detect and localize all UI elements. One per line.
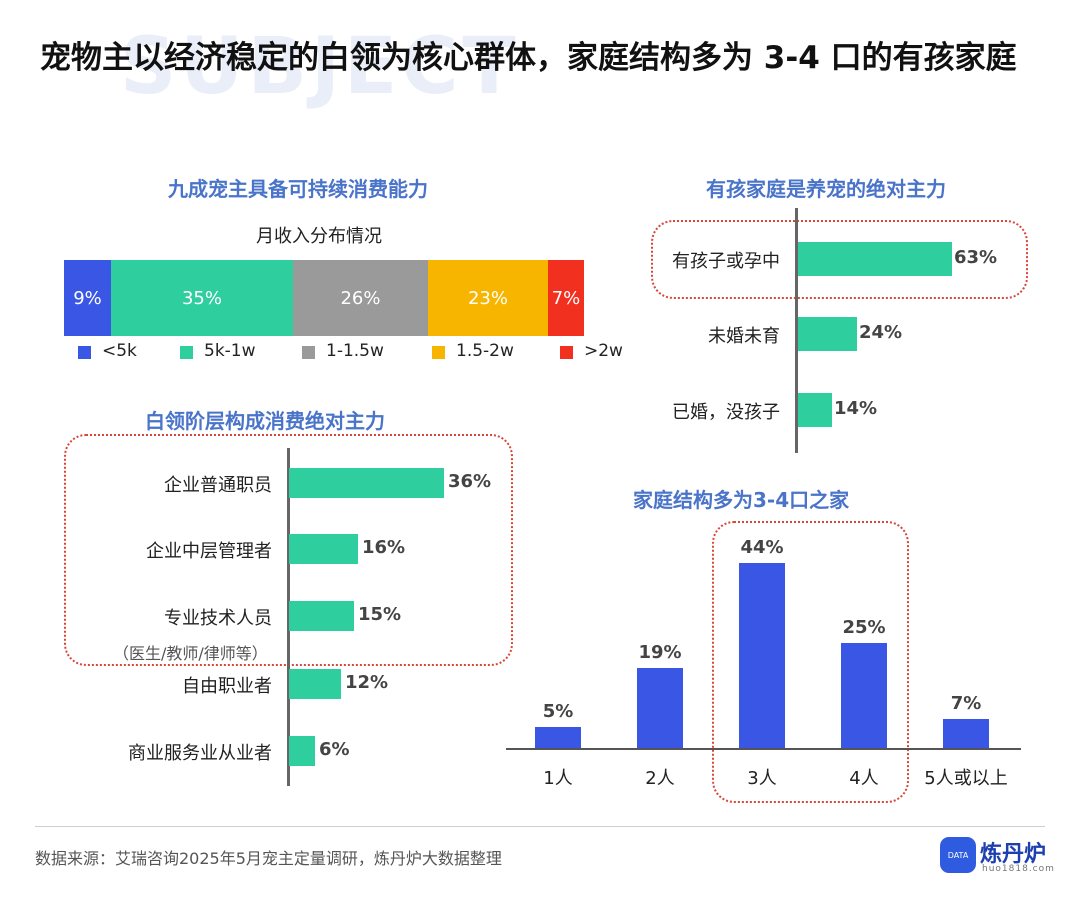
family-value-label: 25%: [842, 617, 886, 638]
family-bar: [943, 719, 989, 748]
family-category-label: 1人: [543, 768, 573, 789]
family-axis: [506, 748, 1021, 750]
family-value-label: 5%: [542, 701, 574, 722]
brand-logo-url: huo1818.com: [982, 864, 1055, 874]
legend-label-4: >2w: [584, 341, 623, 361]
family-bar: [739, 563, 785, 748]
page-title: 宠物主以经济稳定的白领为核心群体，家庭结构多为 3-4 口的有孩家庭: [40, 40, 1017, 76]
occupation-value-label: 6%: [319, 739, 350, 760]
income-segment-2: 26%: [293, 260, 428, 336]
occupation-category-label: 专业技术人员: [164, 608, 272, 629]
occupation-bar: [289, 534, 358, 564]
family-section-title: 家庭结构多为3-4口之家: [633, 488, 850, 512]
family-category-label: 5人或以上: [924, 768, 1008, 789]
family-category-label: 2人: [645, 768, 675, 789]
occupation-bar: [289, 468, 444, 498]
brand-logo-name: 炼丹炉: [980, 842, 1047, 867]
family-bar: [841, 643, 887, 748]
occupation-value-label: 15%: [358, 604, 402, 625]
footer-divider: [35, 826, 1045, 827]
income-segment-4: 7%: [548, 260, 584, 336]
occupation-category-label: 企业中层管理者: [146, 541, 272, 562]
legend-swatch-4: [560, 346, 573, 359]
children-axis: [795, 208, 798, 453]
occupation-value-label: 36%: [448, 471, 492, 492]
legend-label-1: 5k-1w: [204, 341, 256, 361]
legend-swatch-0: [78, 346, 91, 359]
occupation-value-label: 12%: [345, 672, 389, 693]
children-value-label: 63%: [954, 247, 998, 268]
family-category-label: 4人: [849, 768, 879, 789]
children-value-label: 24%: [859, 322, 903, 343]
occupation-value-label: 16%: [362, 537, 406, 558]
occupation-section-title: 白领阶层构成消费绝对主力: [145, 409, 385, 433]
legend-label-3: 1.5-2w: [456, 341, 514, 361]
children-highlight-box: [651, 220, 1028, 299]
background-watermark: SUBJECT: [120, 22, 520, 112]
occupation-sub-note: （医生/教师/律师等）: [113, 644, 268, 663]
legend-label-0: <5k: [102, 341, 137, 361]
family-value-label: 7%: [950, 693, 982, 714]
income-segment-0: 9%: [64, 260, 111, 336]
children-section-title: 有孩家庭是养宠的绝对主力: [706, 177, 946, 201]
legend-swatch-2: [302, 346, 315, 359]
income-section-title: 九成宠主具备可持续消费能力: [168, 177, 428, 201]
family-bar: [535, 727, 581, 748]
occupation-category-label: 商业服务业从业者: [128, 743, 272, 764]
children-category-label: 未婚未育: [708, 326, 780, 347]
family-highlight-box: [712, 521, 909, 803]
children-category-label: 有孩子或孕中: [672, 251, 780, 272]
brand-logo-icon: DATA: [940, 837, 976, 873]
occupation-axis: [287, 448, 290, 786]
children-category-label: 已婚，没孩子: [672, 402, 780, 423]
income-segment-1: 35%: [111, 260, 293, 336]
children-bar: [798, 393, 832, 427]
children-bar: [798, 317, 857, 351]
occupation-bar: [289, 736, 315, 766]
data-source-text: 数据来源：艾瑞咨询2025年5月宠主定量调研，炼丹炉大数据整理: [35, 849, 502, 868]
children-bar: [798, 242, 952, 276]
family-bar: [637, 668, 683, 748]
occupation-category-label: 企业普通职员: [164, 475, 272, 496]
family-category-label: 3人: [747, 768, 777, 789]
children-value-label: 14%: [834, 398, 878, 419]
occupation-category-label: 自由职业者: [182, 676, 272, 697]
family-value-label: 44%: [740, 537, 784, 558]
family-value-label: 19%: [638, 642, 682, 663]
legend-label-2: 1-1.5w: [326, 341, 384, 361]
legend-swatch-1: [180, 346, 193, 359]
income-chart-title: 月收入分布情况: [256, 226, 382, 247]
legend-swatch-3: [432, 346, 445, 359]
income-segment-3: 23%: [428, 260, 548, 336]
occupation-bar: [289, 669, 341, 699]
occupation-bar: [289, 601, 354, 631]
